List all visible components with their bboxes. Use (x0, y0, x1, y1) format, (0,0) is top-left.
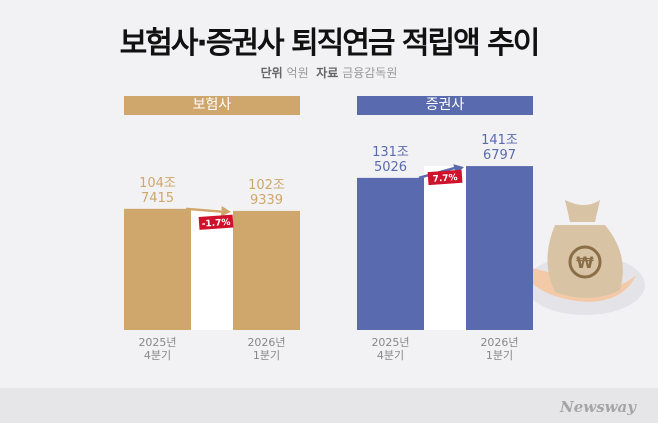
bar (233, 210, 300, 330)
unit: 억원 (286, 66, 309, 80)
value-label: 102조 (248, 178, 285, 193)
bar (466, 166, 533, 330)
svg-text:₩: ₩ (576, 253, 594, 272)
value-label: 131조 (372, 145, 409, 160)
value-label: 9339 (250, 193, 283, 208)
subtitle: 단위 억원 자료 금융감독원 (0, 64, 658, 81)
category-label: 1분기 (253, 349, 280, 362)
value-label: 5026 (374, 160, 407, 175)
money-bag-icon: ₩ (520, 200, 645, 315)
footer (0, 388, 658, 423)
source: 금융감독원 (342, 66, 398, 80)
trend-arrow (185, 207, 226, 214)
gap-fill (424, 166, 466, 330)
category-label: 2025년 (138, 336, 176, 349)
category-label: 4분기 (144, 349, 171, 362)
page-title: 보험사·증권사 퇴직연금 적립액 추이 (119, 26, 541, 61)
bar (124, 208, 191, 330)
category-label: 2026년 (480, 336, 518, 349)
bar (357, 177, 424, 330)
arrow-head (221, 205, 231, 217)
securities-header: 증권사 (357, 96, 533, 115)
value-label: 104조 (139, 176, 176, 191)
insurance-header: 보험사 (124, 96, 300, 115)
source-label: 자료 (316, 66, 339, 80)
category-label: 1분기 (486, 349, 513, 362)
brand-logo: Newsway (560, 398, 636, 416)
category-label: 2026년 (247, 336, 285, 349)
change-badge: -1.7% (198, 214, 234, 230)
value-label: 7415 (141, 191, 174, 206)
category-label: 4분기 (377, 349, 404, 362)
change-label: -1.7% (201, 218, 230, 230)
category-label: 2025년 (371, 336, 409, 349)
value-label: 6797 (483, 148, 516, 163)
value-label: 141조 (481, 133, 518, 148)
change-badge: 7.7% (427, 169, 463, 186)
change-label: 7.7% (432, 173, 458, 185)
unit-label: 단위 (260, 66, 283, 80)
bar-charts: ₩ 104조74152025년4분기102조93392026년1분기-1.7%1… (124, 133, 645, 362)
